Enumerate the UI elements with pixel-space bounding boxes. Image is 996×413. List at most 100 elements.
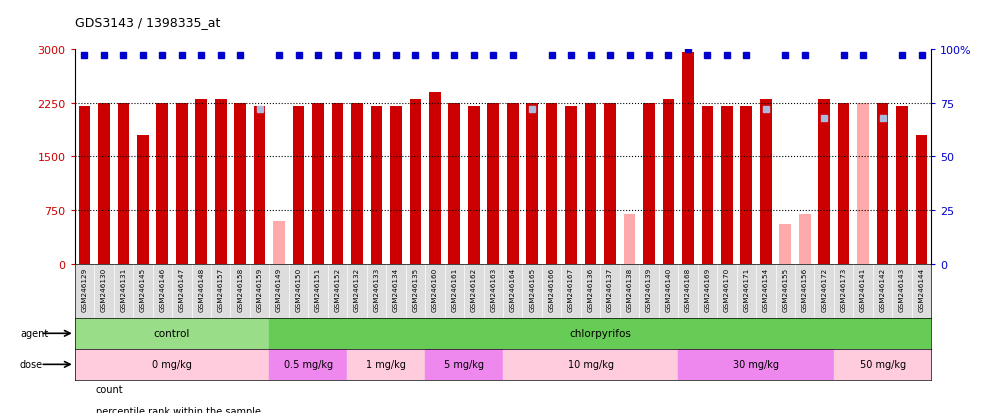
Text: agent: agent [20, 328, 48, 339]
Text: GSM246141: GSM246141 [861, 267, 867, 311]
Bar [896, 107, 908, 264]
Text: GSM246170: GSM246170 [724, 267, 730, 311]
Bar [566, 107, 577, 264]
Bar [876, 103, 888, 264]
Text: GSM246157: GSM246157 [218, 267, 224, 311]
Bar [118, 103, 129, 264]
Bar [526, 103, 538, 264]
Text: GSM246138: GSM246138 [626, 267, 632, 311]
Bar [254, 107, 266, 264]
Text: GDS3143 / 1398335_at: GDS3143 / 1398335_at [75, 16, 220, 29]
Bar [215, 100, 226, 264]
Text: GSM246134: GSM246134 [392, 267, 399, 311]
Bar [678, 349, 834, 380]
Text: GSM246143: GSM246143 [899, 267, 905, 311]
Text: GSM246167: GSM246167 [568, 267, 574, 311]
Text: GSM246139: GSM246139 [646, 267, 652, 311]
Bar [429, 93, 440, 264]
Bar [858, 103, 869, 264]
Bar [643, 103, 654, 264]
Bar [468, 107, 480, 264]
Text: count: count [96, 384, 124, 394]
Text: GSM246132: GSM246132 [354, 267, 360, 311]
Bar [834, 349, 931, 380]
Bar [760, 100, 772, 264]
Text: GSM246135: GSM246135 [412, 267, 418, 311]
Bar [409, 100, 421, 264]
Bar [799, 214, 811, 264]
Bar [332, 103, 344, 264]
Bar [425, 349, 503, 380]
Text: GSM246152: GSM246152 [335, 267, 341, 311]
Text: GSM246166: GSM246166 [549, 267, 555, 311]
Text: 10 mg/kg: 10 mg/kg [568, 359, 614, 370]
Bar [137, 135, 148, 264]
Bar [682, 53, 694, 264]
Bar [487, 103, 499, 264]
Bar [390, 107, 401, 264]
Bar [75, 349, 269, 380]
Text: GSM246149: GSM246149 [276, 267, 282, 311]
Bar [915, 135, 927, 264]
Text: GSM246148: GSM246148 [198, 267, 204, 311]
Text: GSM246163: GSM246163 [490, 267, 496, 311]
Bar [721, 107, 733, 264]
Text: GSM246168: GSM246168 [685, 267, 691, 311]
Text: GSM246173: GSM246173 [841, 267, 847, 311]
Bar [780, 225, 791, 264]
Text: control: control [153, 328, 190, 339]
Bar [269, 318, 931, 349]
Text: GSM246133: GSM246133 [374, 267, 379, 311]
Bar [156, 103, 168, 264]
Text: GSM246137: GSM246137 [607, 267, 614, 311]
Text: GSM246140: GSM246140 [665, 267, 671, 311]
Bar [740, 107, 752, 264]
Text: GSM246165: GSM246165 [529, 267, 535, 311]
Text: 0.5 mg/kg: 0.5 mg/kg [284, 359, 333, 370]
Bar [195, 100, 207, 264]
Text: 1 mg/kg: 1 mg/kg [367, 359, 406, 370]
Text: 5 mg/kg: 5 mg/kg [444, 359, 484, 370]
Text: GSM246159: GSM246159 [257, 267, 263, 311]
Bar [448, 103, 460, 264]
Text: GSM246158: GSM246158 [237, 267, 243, 311]
Bar [605, 103, 616, 264]
Text: GSM246147: GSM246147 [178, 267, 185, 311]
Text: GSM246154: GSM246154 [763, 267, 769, 311]
Text: GSM246130: GSM246130 [101, 267, 107, 311]
Bar [701, 107, 713, 264]
Text: GSM246145: GSM246145 [139, 267, 145, 311]
Bar [176, 103, 187, 264]
Text: GSM246151: GSM246151 [315, 267, 321, 311]
Bar [585, 103, 597, 264]
Text: GSM246171: GSM246171 [743, 267, 749, 311]
Text: chlorpyrifos: chlorpyrifos [570, 328, 631, 339]
Text: GSM246144: GSM246144 [918, 267, 924, 311]
Text: GSM246146: GSM246146 [159, 267, 165, 311]
Text: 0 mg/kg: 0 mg/kg [152, 359, 192, 370]
Bar [79, 107, 91, 264]
Text: GSM246155: GSM246155 [782, 267, 788, 311]
Bar [269, 349, 348, 380]
Bar [371, 107, 382, 264]
Text: GSM246136: GSM246136 [588, 267, 594, 311]
Text: GSM246150: GSM246150 [296, 267, 302, 311]
Text: dose: dose [20, 359, 43, 370]
Bar [348, 349, 425, 380]
Text: 50 mg/kg: 50 mg/kg [860, 359, 905, 370]
Bar [273, 221, 285, 264]
Bar [507, 103, 519, 264]
Text: GSM246172: GSM246172 [821, 267, 828, 311]
Text: GSM246161: GSM246161 [451, 267, 457, 311]
Text: percentile rank within the sample: percentile rank within the sample [96, 406, 261, 413]
Text: GSM246131: GSM246131 [121, 267, 126, 311]
Bar [312, 103, 324, 264]
Text: GSM246142: GSM246142 [879, 267, 885, 311]
Text: GSM246169: GSM246169 [704, 267, 710, 311]
Text: 30 mg/kg: 30 mg/kg [733, 359, 779, 370]
Text: GSM246156: GSM246156 [802, 267, 808, 311]
Text: GSM246162: GSM246162 [471, 267, 477, 311]
Bar [819, 100, 830, 264]
Bar [75, 318, 269, 349]
Bar [838, 103, 850, 264]
